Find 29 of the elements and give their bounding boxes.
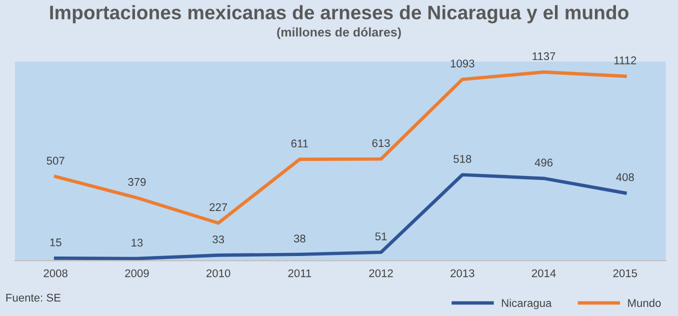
data-label: 611 [291, 140, 308, 148]
data-label: 507 [46, 156, 64, 165]
x-tick-label: 2009 [125, 269, 149, 278]
legend-label: Nicaragua [502, 298, 552, 310]
x-tick-label: 2011 [288, 269, 312, 278]
x-tick-label: 2015 [613, 269, 638, 278]
data-label: 51 [375, 232, 387, 240]
data-label: 379 [128, 178, 146, 186]
x-tick-label: 2010 [206, 269, 230, 278]
legend-label: Mundo [628, 298, 661, 307]
x-tick-label: 2008 [44, 269, 68, 278]
chart-title: Importaciones mexicanas de arneses de Nicaragua y el mundo [50, 5, 628, 24]
data-label: 13 [132, 238, 143, 247]
x-tick-label: 2013 [450, 269, 474, 278]
data-label: 227 [210, 203, 228, 212]
data-label: 38 [294, 234, 306, 242]
data-label: 1112 [614, 56, 636, 64]
data-label: 496 [534, 158, 553, 166]
x-tick-label: 2014 [532, 269, 556, 278]
data-label: 613 [372, 139, 390, 148]
data-label: 15 [50, 238, 62, 246]
data-label: 1137 [532, 52, 556, 60]
data-label: 33 [212, 235, 224, 244]
data-label: 518 [454, 154, 472, 163]
data-label: 1093 [450, 60, 474, 68]
x-tick-label: 2012 [369, 269, 393, 278]
chart-subtitle: (millones de dólares) [277, 27, 401, 40]
data-label: 408 [616, 173, 634, 182]
source-note: Fuente: SE [6, 294, 61, 302]
